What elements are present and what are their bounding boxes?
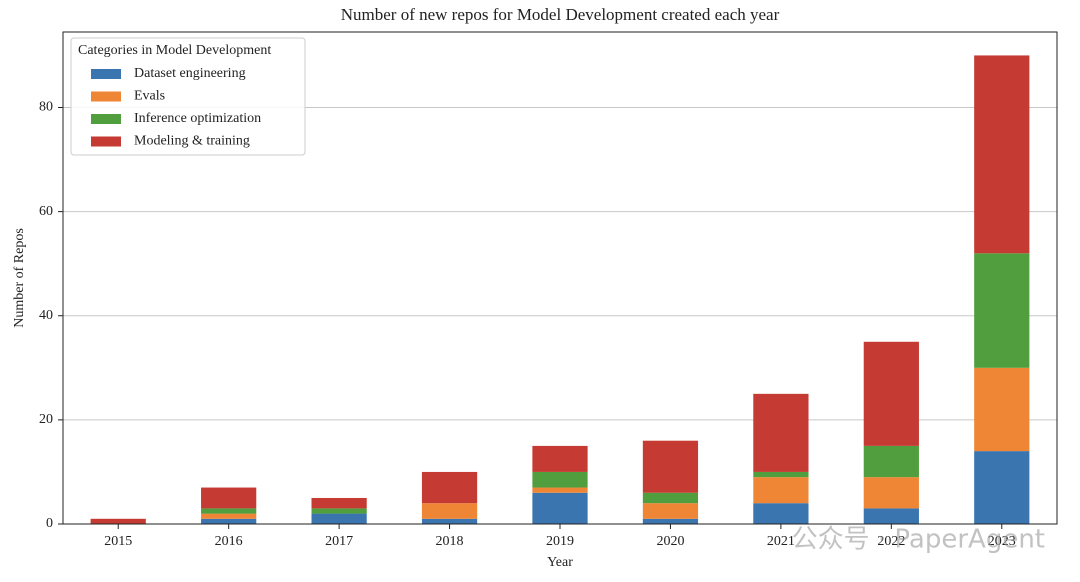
bar-segment	[201, 513, 257, 519]
bar-segment	[642, 492, 699, 504]
x-tick-label: 2021	[767, 534, 795, 549]
bar-segment	[532, 487, 588, 493]
bar-segment	[753, 471, 809, 478]
y-axis-label: Number of Repos	[12, 228, 27, 328]
legend-label: Inference optimization	[134, 111, 261, 126]
bar-segment	[532, 471, 588, 488]
y-tick-label: 60	[39, 204, 53, 219]
legend-swatch	[91, 114, 121, 124]
bar-segment	[90, 518, 146, 524]
legend-swatch	[91, 69, 121, 79]
legend-label: Modeling & training	[134, 134, 250, 149]
y-tick-label: 40	[39, 308, 53, 323]
x-tick-label: 2016	[215, 534, 243, 549]
x-tick-label: 2019	[546, 534, 574, 549]
legend: Categories in Model Development Dataset e…	[70, 37, 306, 156]
plot-frame	[62, 31, 1058, 525]
legend-title: Categories in Model Development	[78, 43, 271, 58]
y-tick-label: 0	[46, 516, 53, 531]
bar-segment	[863, 445, 919, 478]
legend-swatch	[91, 91, 121, 102]
x-tick-label: 2018	[436, 534, 464, 549]
chart-title: Number of new repos for Model Developmen…	[341, 5, 780, 24]
bar-segment	[421, 471, 478, 504]
x-tick-label: 2022	[877, 534, 905, 549]
y-tick-label: 80	[39, 100, 53, 115]
bar-segment	[863, 477, 919, 509]
bar-segment	[311, 508, 367, 514]
legend-box	[70, 37, 306, 156]
bar-segment	[863, 508, 919, 524]
bar-segment	[753, 503, 809, 524]
bar-segment	[421, 518, 478, 524]
bar-segment	[974, 253, 1030, 368]
legend-label: Dataset engineering	[134, 66, 246, 81]
bar-segment	[753, 393, 809, 472]
x-axis-label: Year	[547, 555, 573, 570]
x-tick-label: 2023	[988, 534, 1016, 549]
bar-segment	[201, 518, 257, 524]
y-tick-label: 20	[39, 412, 53, 427]
bar-segment	[974, 451, 1030, 524]
bar-segment	[201, 487, 257, 509]
bar-segment	[532, 492, 588, 524]
legend-swatch	[91, 136, 121, 147]
bar-segment	[311, 497, 367, 509]
bar-segment	[642, 503, 699, 519]
bar-segment	[642, 440, 699, 493]
x-tick-label: 2020	[656, 534, 684, 549]
bar-segment	[974, 55, 1030, 254]
bar-segment	[863, 341, 919, 446]
bar-segment	[311, 513, 367, 524]
x-tick-label: 2015	[104, 534, 132, 549]
bar-segment	[201, 508, 257, 514]
bar-segment	[642, 518, 699, 524]
bar-segment	[974, 367, 1030, 452]
watermark: 公众号 · PaperAgent	[792, 525, 1045, 555]
x-tick-label: 2017	[325, 534, 353, 549]
bar-segment	[753, 477, 809, 504]
bar-segment	[532, 445, 588, 472]
legend-label: Evals	[134, 89, 165, 104]
bar-segment	[421, 503, 478, 519]
